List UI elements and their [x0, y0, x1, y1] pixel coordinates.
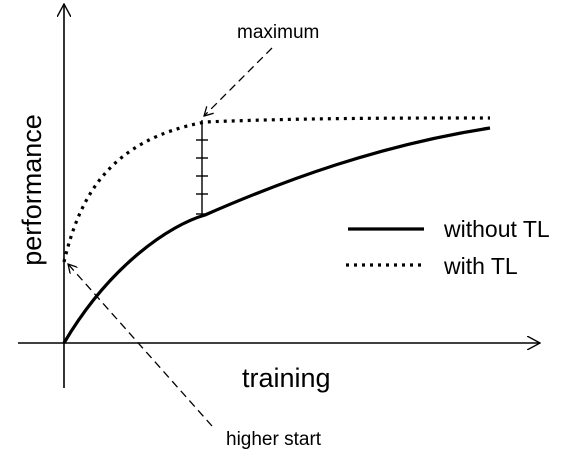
legend-label-with: with TL [443, 253, 518, 279]
higher-start-label: higher start [226, 429, 322, 450]
gap-ticks [196, 139, 208, 215]
curve-without-tl [62, 126, 491, 344]
higher-start-arrow [68, 264, 213, 427]
y-axis-label: performance [17, 114, 47, 266]
maximum-arrow [204, 47, 273, 116]
maximum-label: maximum [237, 22, 319, 43]
legend: without TL with TL [346, 216, 550, 279]
x-axis-label: training [242, 363, 331, 393]
legend-label-without: without TL [443, 216, 550, 242]
curve-with-tl [62, 116, 491, 263]
